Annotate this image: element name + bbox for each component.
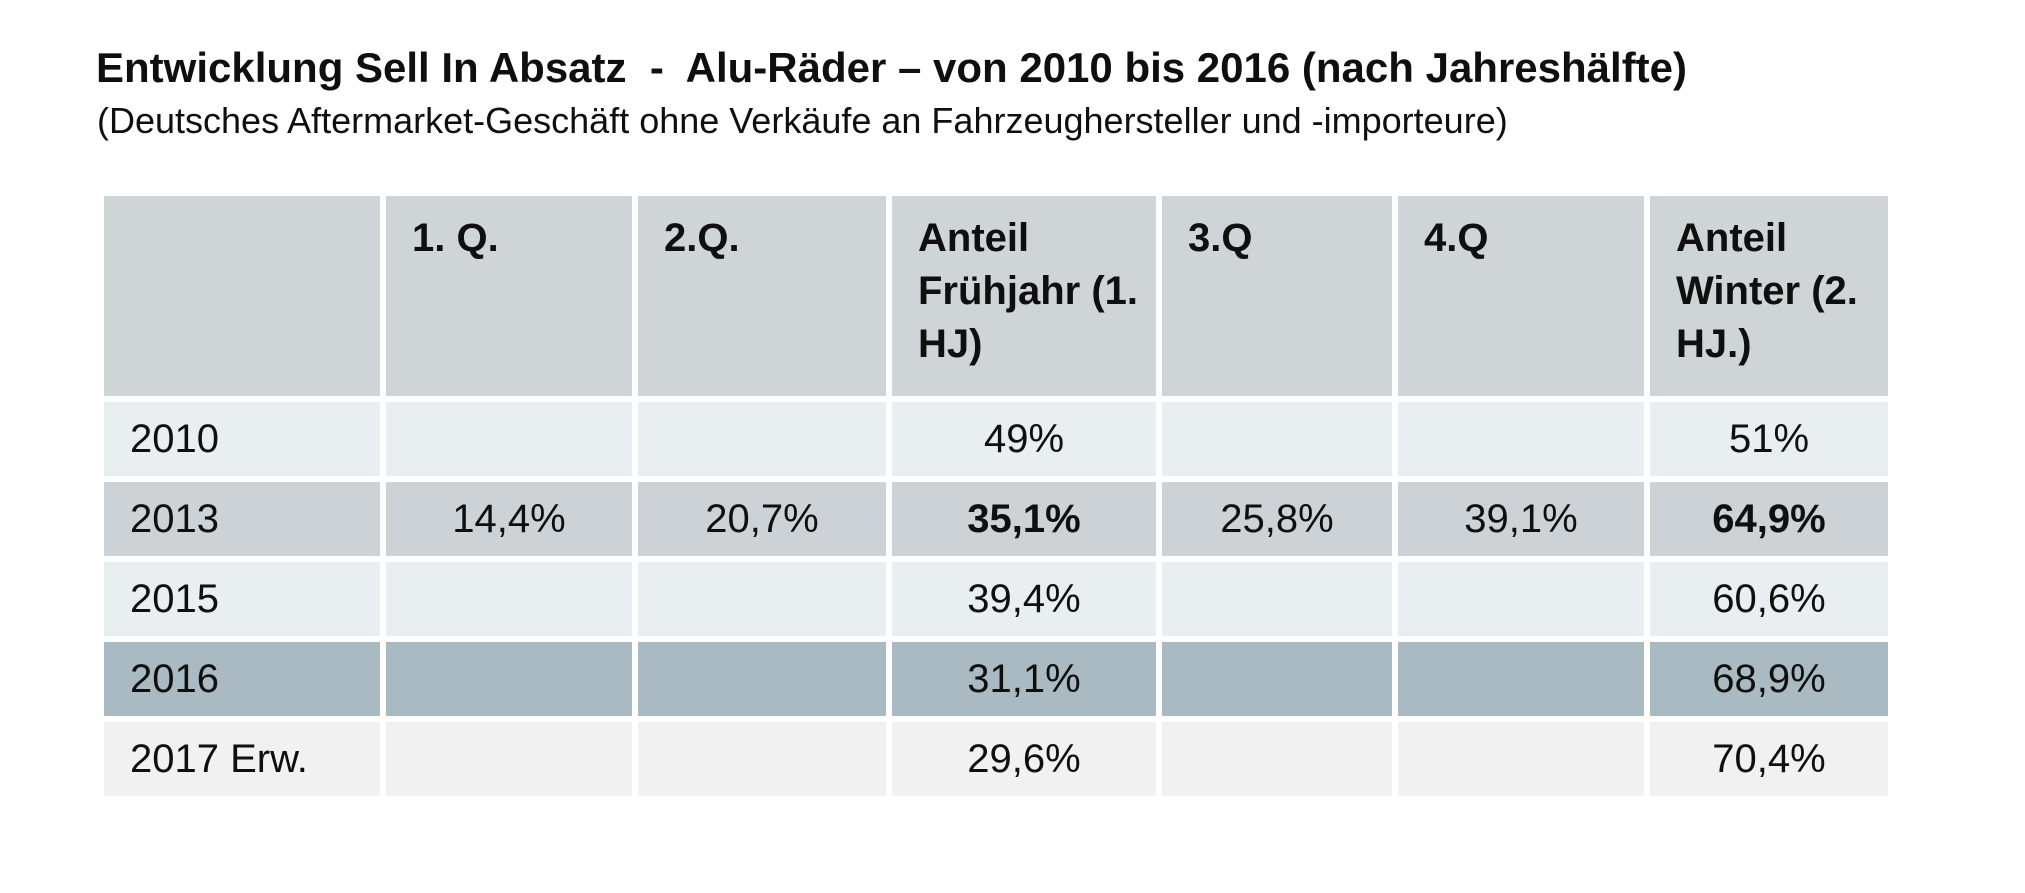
page-title: Entwicklung Sell In Absatz - Alu-Räder –…	[96, 44, 1688, 91]
value-cell: 31,1%	[892, 642, 1156, 716]
table-row: 2016 31,1% 68,9%	[104, 642, 1888, 716]
value-cell	[386, 642, 632, 716]
table-row: 2013 14,4% 20,7% 35,1% 25,8% 39,1% 64,9%	[104, 482, 1888, 556]
table-row: 2010 49% 51%	[104, 402, 1888, 476]
value-cell: 64,9%	[1650, 482, 1888, 556]
value-cell: 51%	[1650, 402, 1888, 476]
value-cell	[386, 402, 632, 476]
sell-in-table: 1. Q. 2.Q. Anteil Frühjahr (1. HJ) 3.Q 4.Q An…	[98, 190, 1894, 802]
value-cell	[638, 722, 886, 796]
value-cell	[1398, 642, 1644, 716]
column-header: 1. Q.	[386, 196, 632, 396]
page-subtitle: (Deutsches Aftermarket-Geschäft ohne Ver…	[97, 100, 1508, 141]
table-row: 2015 39,4% 60,6%	[104, 562, 1888, 636]
value-cell	[386, 562, 632, 636]
value-cell: 68,9%	[1650, 642, 1888, 716]
value-cell: 14,4%	[386, 482, 632, 556]
value-cell: 29,6%	[892, 722, 1156, 796]
value-cell: 39,4%	[892, 562, 1156, 636]
value-cell	[1398, 562, 1644, 636]
value-cell: 49%	[892, 402, 1156, 476]
column-header: Anteil Winter (2. HJ.)	[1650, 196, 1888, 396]
value-cell: 60,6%	[1650, 562, 1888, 636]
value-cell: 35,1%	[892, 482, 1156, 556]
value-cell	[638, 562, 886, 636]
header-row: 1. Q. 2.Q. Anteil Frühjahr (1. HJ) 3.Q 4.Q An…	[104, 196, 1888, 396]
value-cell	[1162, 722, 1392, 796]
row-label: 2015	[104, 562, 380, 636]
value-cell	[1162, 402, 1392, 476]
column-header: Anteil Frühjahr (1. HJ)	[892, 196, 1156, 396]
value-cell: 20,7%	[638, 482, 886, 556]
slide: Entwicklung Sell In Absatz - Alu-Räder –…	[96, 44, 1894, 802]
corner-header	[104, 196, 380, 396]
value-cell	[638, 402, 886, 476]
value-cell: 39,1%	[1398, 482, 1644, 556]
column-header: 3.Q	[1162, 196, 1392, 396]
value-cell	[638, 642, 886, 716]
row-label: 2017 Erw.	[104, 722, 380, 796]
value-cell	[1398, 722, 1644, 796]
row-label: 2013	[104, 482, 380, 556]
value-cell	[1398, 402, 1644, 476]
value-cell: 70,4%	[1650, 722, 1888, 796]
row-label: 2010	[104, 402, 380, 476]
value-cell: 25,8%	[1162, 482, 1392, 556]
row-label: 2016	[104, 642, 380, 716]
table-body: 2010 49% 51% 2013 14,4% 20,7% 35,1% 25,8% 39,1% 6…	[104, 402, 1888, 796]
value-cell	[386, 722, 632, 796]
table-header: 1. Q. 2.Q. Anteil Frühjahr (1. HJ) 3.Q 4.Q An…	[104, 196, 1888, 396]
column-header: 2.Q.	[638, 196, 886, 396]
table-row: 2017 Erw. 29,6% 70,4%	[104, 722, 1888, 796]
value-cell	[1162, 642, 1392, 716]
column-header: 4.Q	[1398, 196, 1644, 396]
value-cell	[1162, 562, 1392, 636]
